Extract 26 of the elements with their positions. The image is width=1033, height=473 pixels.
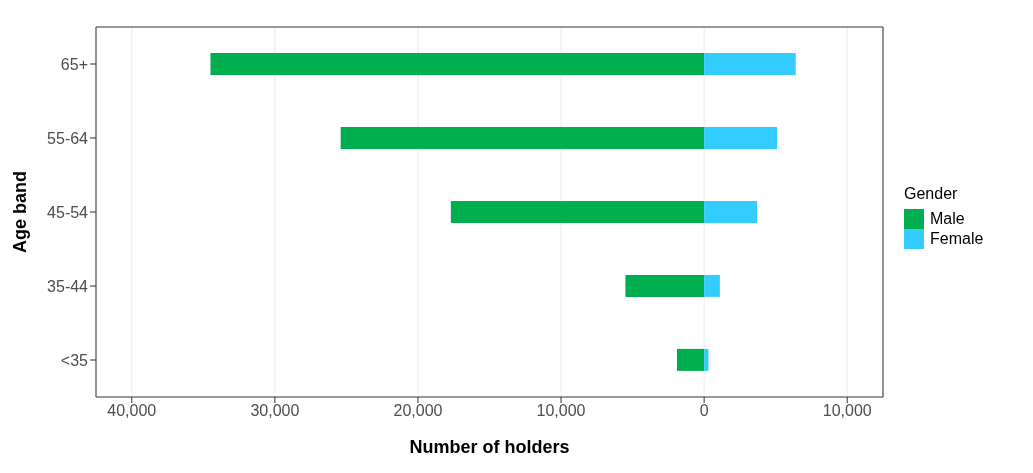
- x-tick-label: 20,000: [393, 402, 443, 420]
- legend-title: Gender: [904, 184, 959, 203]
- x-axis-title: Number of holders: [409, 437, 570, 457]
- bar: [210, 52, 705, 75]
- y-tick-label: <35: [60, 351, 89, 369]
- x-tick-label: 0: [699, 402, 709, 420]
- y-tick-label: 35-44: [47, 277, 89, 295]
- bar: [704, 274, 720, 297]
- y-tick-label: 45-54: [47, 203, 89, 221]
- y-axis-title: Age band: [10, 170, 31, 254]
- y-tick-label: 65+: [60, 55, 88, 73]
- x-tick-label: 30,000: [250, 402, 300, 420]
- legend-label: Male: [929, 208, 966, 229]
- bar: [450, 200, 705, 223]
- x-tick-label: 10,000: [536, 402, 586, 420]
- bar: [704, 348, 709, 371]
- x-tick-label: 40,000: [107, 402, 157, 420]
- bar: [704, 52, 796, 75]
- y-tick-label: 55-64: [47, 129, 89, 147]
- bar: [340, 126, 705, 149]
- bar: [625, 274, 705, 297]
- bar: [704, 200, 758, 223]
- bar: [676, 348, 705, 371]
- x-tick-label: 10,000: [822, 402, 872, 420]
- bar: [704, 126, 778, 149]
- legend-label: Female: [929, 228, 984, 249]
